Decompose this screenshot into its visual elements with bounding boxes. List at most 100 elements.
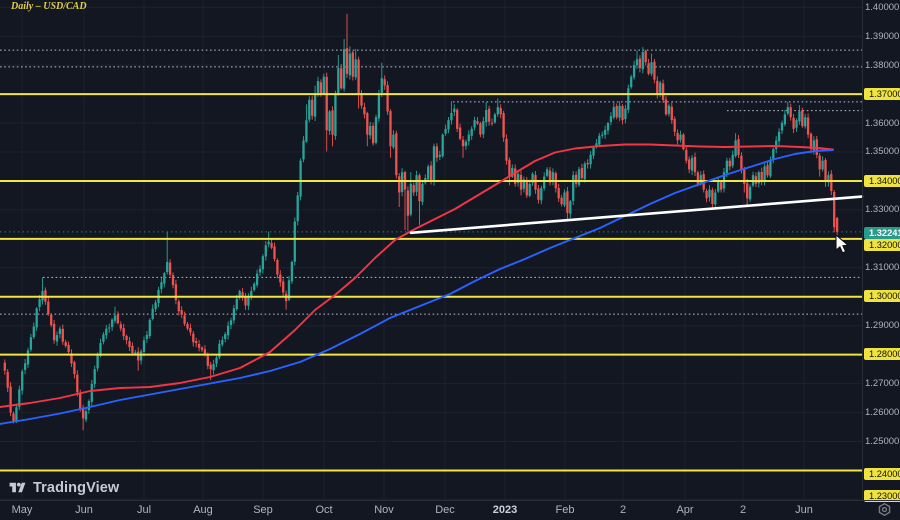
candle-body <box>601 134 604 136</box>
candle-body <box>673 118 676 132</box>
candle-body <box>641 52 644 70</box>
candle-body <box>482 121 485 135</box>
candle-body <box>174 284 178 301</box>
candle-body <box>693 156 697 173</box>
candle-body <box>70 353 73 364</box>
candle-body <box>319 82 323 95</box>
candle-body <box>287 280 291 300</box>
candle-body <box>757 172 760 184</box>
candle-body <box>296 195 299 222</box>
candle-body <box>154 302 157 310</box>
candle-body <box>577 169 581 185</box>
candle-body <box>548 170 552 183</box>
candle-body <box>258 268 262 273</box>
candle-body <box>740 155 743 170</box>
candle-body <box>580 168 584 179</box>
candle-body <box>667 105 671 115</box>
candle-body <box>653 61 656 80</box>
candle-body <box>105 328 108 336</box>
candle-body <box>461 139 465 147</box>
candle-body <box>29 337 33 350</box>
candle-body <box>215 357 218 364</box>
price-level-badge: 1.34000 <box>864 174 900 187</box>
candle-body <box>432 146 436 182</box>
candle-body <box>490 122 494 124</box>
candle-body <box>786 107 789 114</box>
candle-body <box>131 345 134 354</box>
candle-body <box>166 262 169 273</box>
candle-body <box>203 349 207 355</box>
candle-body <box>253 283 256 290</box>
candle-body <box>290 262 294 282</box>
last-price-badge: 1.32241 <box>864 226 900 239</box>
candle-body <box>32 326 35 338</box>
candle-body <box>47 301 50 315</box>
time-axis-label: 2 <box>619 504 627 516</box>
candle-body <box>476 121 479 124</box>
candle-body <box>398 176 401 193</box>
chart-title-annotation[interactable]: Daily – USD/CAD <box>11 1 87 12</box>
candle-body <box>496 107 499 115</box>
candle-body <box>334 94 337 136</box>
time-axis-label: Jun <box>75 504 93 516</box>
candle-body <box>615 106 618 118</box>
price-axis-label: 1.38000 <box>865 59 900 71</box>
candle-body <box>705 190 708 199</box>
candle-body <box>151 308 154 319</box>
axis-settings-gear-button[interactable] <box>876 501 893 518</box>
tradingview-watermark[interactable]: TradingView <box>8 479 119 496</box>
candle-body <box>386 85 389 112</box>
price-axis-label: 1.27000 <box>865 378 900 390</box>
ma-slow-blue[interactable] <box>0 149 834 425</box>
candle-body <box>244 296 247 306</box>
candle-body <box>780 123 784 131</box>
candle-body <box>409 183 412 215</box>
candle-body <box>421 183 424 202</box>
time-axis[interactable]: May Jun Jul Aug Sep Oct Nov Dec 2023 Feb 2 Apr 2 Jun <box>0 500 900 520</box>
candle-body <box>58 328 62 335</box>
candle-body <box>125 335 128 341</box>
price-axis-label: 1.33000 <box>865 204 900 216</box>
candle-body <box>371 125 375 144</box>
time-axis-label: Apr <box>676 504 694 516</box>
candle-body <box>81 407 85 419</box>
candle-body <box>589 154 592 165</box>
candle-body <box>224 334 227 339</box>
price-axis[interactable]: 1.40000 1.39000 1.38000 1.36000 1.35000 1.330… <box>862 0 900 502</box>
candle-body <box>630 76 633 88</box>
candle-body <box>516 173 520 183</box>
candle-body <box>632 65 636 78</box>
candle-body <box>801 110 804 126</box>
gear-icon <box>878 502 891 517</box>
candle-body <box>383 79 386 86</box>
candle-body <box>772 149 775 160</box>
price-level-badge: 1.28000 <box>864 348 900 361</box>
trendline-drawing[interactable] <box>409 195 864 235</box>
candle-body <box>255 273 259 286</box>
candle-body <box>90 383 93 402</box>
ma-fast-red[interactable] <box>0 143 834 408</box>
candle-body <box>212 364 215 371</box>
candle-body <box>833 191 836 228</box>
candle-body <box>809 133 813 150</box>
price-level-badge: 1.32000 <box>864 239 900 251</box>
candle-body <box>250 290 253 297</box>
time-axis-label: 2023 <box>492 504 518 516</box>
candle-body <box>606 123 610 131</box>
candle-body <box>137 351 140 361</box>
candle-body <box>574 174 578 184</box>
price-axis-label: 1.40000 <box>865 1 900 13</box>
candle-body <box>470 128 473 136</box>
candle-body <box>603 129 607 135</box>
price-axis-label: 1.25000 <box>865 436 900 448</box>
candle-body <box>345 48 349 74</box>
time-axis-label: Nov <box>374 504 394 516</box>
candle-body <box>812 140 816 151</box>
candle-body <box>444 128 447 134</box>
candle-body <box>377 94 381 119</box>
candle-body <box>340 68 343 89</box>
candle-body <box>760 171 763 181</box>
candle-body <box>270 243 273 248</box>
price-level-badge: 1.37000 <box>864 87 900 100</box>
